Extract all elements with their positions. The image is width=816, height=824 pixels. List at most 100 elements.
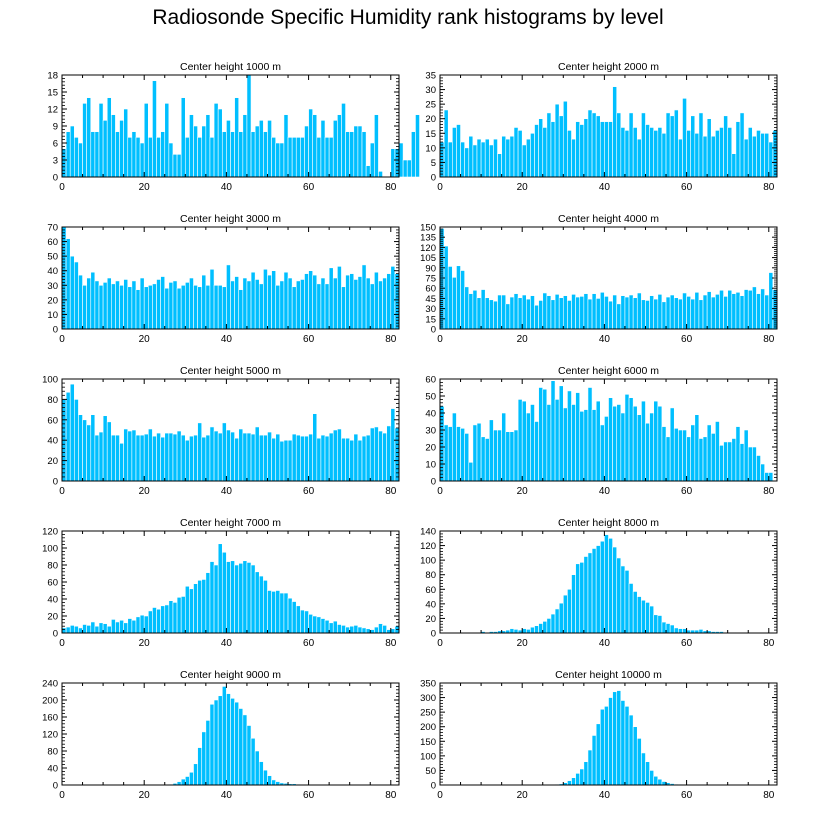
- panel-9-ytick-label: 300: [420, 693, 436, 704]
- panel-0-bar: [74, 137, 79, 178]
- panel-9-ytick-label: 250: [420, 708, 436, 719]
- panel-1-bar: [612, 86, 618, 178]
- panel-4-bar: [378, 430, 383, 482]
- panel-0-bar: [246, 74, 252, 178]
- panel-6-bar: [357, 626, 363, 634]
- panel-5-bar: [706, 424, 712, 482]
- panel-8-ytick-label: 40: [47, 764, 58, 775]
- panel-5-bar: [686, 436, 692, 482]
- panel-1-bar: [719, 127, 724, 178]
- panel-5-bar: [517, 399, 523, 482]
- panel-4-bar: [74, 399, 79, 482]
- panel-7-bar: [530, 626, 535, 634]
- panel-5-xtick-label: 80: [763, 486, 775, 497]
- panel-0-bar: [86, 97, 92, 178]
- panel-3-bar: [468, 293, 474, 330]
- panel-9-bar: [624, 706, 630, 786]
- panel-7-bar: [521, 628, 527, 634]
- panel-9-bar: [653, 775, 659, 786]
- panel-2-bar: [148, 284, 153, 330]
- panel-6-bar: [386, 629, 392, 634]
- panel-5-bar: [673, 427, 679, 482]
- panel-3-bar: [690, 298, 696, 330]
- panel-1-bar: [554, 103, 560, 178]
- panel-6-bar: [361, 627, 367, 634]
- panel-3-title: Center height 4000 m: [558, 213, 659, 225]
- panel-3-bar: [649, 295, 655, 330]
- panel-0-bar: [328, 137, 334, 178]
- panel-1-bar: [505, 138, 511, 178]
- panel-0-bar: [361, 131, 367, 178]
- panel-7-ytick-label: 40: [425, 599, 436, 610]
- panel-2-bar: [213, 284, 219, 330]
- panel-2-bar: [78, 274, 83, 330]
- panel-2-ytick-label: 70: [47, 223, 58, 234]
- panel-7-bar: [624, 570, 630, 634]
- panel-2-bar: [263, 268, 268, 330]
- panel-1-bar: [599, 121, 605, 178]
- panel-2-bar: [164, 287, 170, 330]
- panel-2-bar: [382, 277, 387, 330]
- panel-5-bar: [608, 397, 613, 482]
- panel-8-bar: [230, 697, 235, 786]
- panel-0-bar: [90, 131, 96, 178]
- panel-6-bar: [238, 562, 244, 634]
- panel-9-bar: [583, 761, 589, 786]
- panel-4-bar: [82, 419, 87, 482]
- panel-1-bar: [546, 112, 552, 178]
- panel-5-bar: [661, 426, 667, 482]
- panel-3-bar: [604, 296, 609, 330]
- panel-1-bar: [661, 132, 667, 178]
- panel-6-bar: [295, 605, 301, 634]
- panel-9-xtick-label: 0: [437, 790, 443, 801]
- panel-2-bar: [390, 266, 396, 330]
- panel-1-bar: [760, 132, 765, 178]
- panel-6-bar: [65, 626, 71, 634]
- panel-4-bar: [106, 421, 112, 482]
- panel-6-bar: [209, 561, 215, 634]
- panel-3-xtick-label: 0: [437, 334, 443, 345]
- panel-5-bar: [489, 419, 494, 482]
- panel-7-ytick-label: 100: [420, 556, 436, 567]
- panel-5-bar: [665, 436, 671, 482]
- panel-6-bar: [82, 624, 87, 634]
- panel-9-bar: [591, 735, 597, 786]
- panel-4-bar: [349, 439, 355, 482]
- panel-3-bar: [489, 299, 494, 330]
- panel-3-bar: [669, 294, 675, 330]
- panel-1-bar: [558, 115, 564, 178]
- panel-1-bar: [665, 112, 671, 178]
- panel-5-bar: [567, 390, 572, 482]
- panel-5-bar: [743, 429, 749, 482]
- panel-2-bar: [172, 280, 178, 330]
- panel-3-bar: [735, 291, 741, 330]
- panel-0-bar: [291, 137, 297, 178]
- panel-6-bar: [312, 615, 318, 634]
- panel-5-bar: [456, 426, 461, 482]
- panel-1-xtick-label: 80: [763, 182, 775, 193]
- panel-3-bar: [710, 296, 716, 330]
- panel-2-bar: [139, 277, 145, 330]
- panel-8-bar: [189, 771, 194, 786]
- panel-0-bar: [378, 171, 383, 178]
- panel-0-bar: [365, 165, 371, 178]
- panel-5-bar: [480, 436, 486, 482]
- panel-4-bar: [246, 432, 252, 482]
- panel-9-bar: [641, 752, 646, 786]
- panel-3-bar: [694, 291, 700, 330]
- panel-6-bar: [74, 625, 79, 634]
- panel-5-bar: [550, 380, 556, 482]
- panel-0-bar: [398, 142, 404, 178]
- panel-6-xtick-label: 20: [139, 638, 151, 649]
- panel-2-bar: [156, 279, 161, 330]
- panel-9-xtick-label: 80: [763, 790, 775, 801]
- panel-4-bar: [213, 430, 219, 482]
- panel-6-bar: [164, 604, 170, 634]
- panel-5-bar: [575, 392, 581, 482]
- panel-0-bar: [406, 159, 412, 178]
- panel-4-ytick-label: 40: [47, 436, 58, 447]
- panel-3-bar: [682, 292, 687, 330]
- panel-0-bar: [300, 137, 305, 178]
- panel-5-bar: [505, 431, 511, 482]
- panel-4-bar: [156, 432, 161, 482]
